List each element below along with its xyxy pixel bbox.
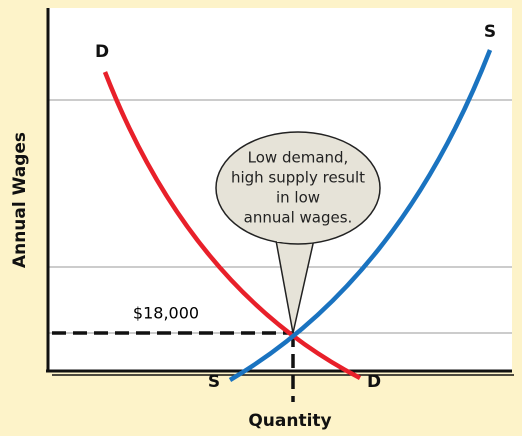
callout-text: Low demand, (248, 149, 349, 167)
callout-text: in low (276, 189, 320, 207)
y-axis-label: Annual Wages (10, 132, 30, 268)
supply-label: S (484, 22, 496, 42)
supply-label: S (208, 372, 220, 392)
callout-text: annual wages. (244, 209, 353, 227)
demand-label: D (367, 372, 381, 392)
demand-curve (102, 71, 362, 380)
callout-text: high supply result (231, 169, 365, 187)
callout-bubble (215, 131, 381, 245)
equilibrium-label: $18,000 (133, 304, 199, 323)
supply-curve (228, 49, 493, 382)
demand-label: D (95, 42, 109, 62)
x-axis-label: Quantity (248, 411, 331, 431)
